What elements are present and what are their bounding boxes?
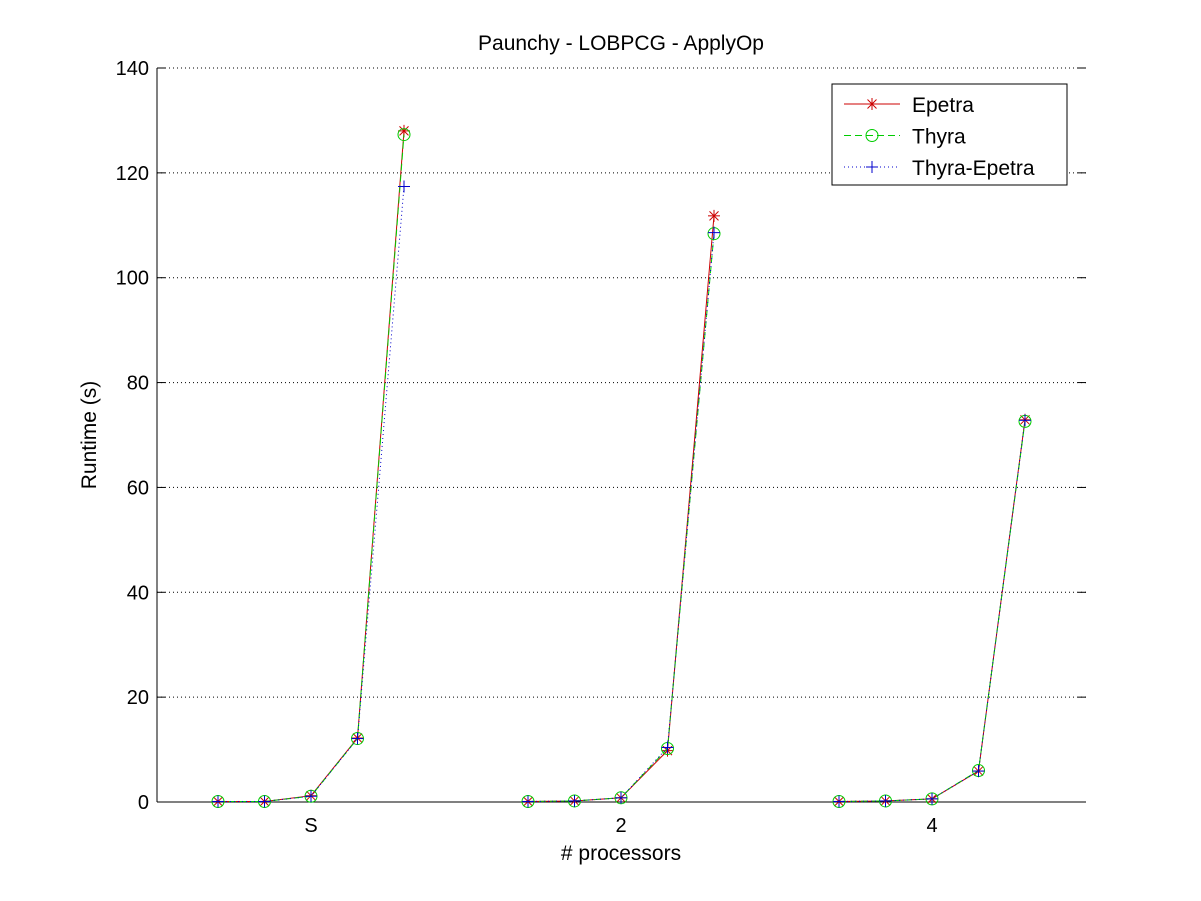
data-point xyxy=(972,765,985,778)
x-axis-title: # processors xyxy=(561,842,681,865)
legend-label: Thyra-Epetra xyxy=(912,157,1035,180)
data-point xyxy=(398,180,410,193)
data-point xyxy=(305,790,317,803)
series-thyra-epetra xyxy=(212,180,1031,808)
y-tick-label: 120 xyxy=(116,163,149,185)
data-point xyxy=(212,795,224,808)
legend-marker xyxy=(866,98,878,110)
data-point xyxy=(397,128,411,142)
series-epetra xyxy=(212,124,1031,808)
data-point xyxy=(926,792,938,805)
data-point xyxy=(351,732,364,745)
y-tick-label: 20 xyxy=(127,687,149,709)
y-tick-label: 40 xyxy=(127,582,149,604)
legend-label: Thyra xyxy=(912,126,966,149)
y-tick-label: 100 xyxy=(116,268,149,290)
legend-marker-shape xyxy=(865,129,879,142)
series-thyra xyxy=(211,128,1032,808)
grid xyxy=(157,67,1086,698)
y-tick-label: 140 xyxy=(116,58,149,80)
chart-title: Paunchy - LOBPCG - ApplyOp xyxy=(478,32,764,55)
series-line xyxy=(838,419,1026,802)
y-tick-label: 60 xyxy=(127,477,149,499)
data-point xyxy=(833,795,845,808)
y-axis: 0 20 40 60 80 100 120 140 xyxy=(116,58,1086,814)
legend-box xyxy=(831,83,1068,186)
legend-marker xyxy=(866,161,878,173)
series-line xyxy=(527,215,715,802)
data-point xyxy=(708,226,720,239)
x-tick-label: 2 xyxy=(615,815,626,837)
data-point xyxy=(879,794,892,807)
data-point xyxy=(661,741,674,754)
y-axis-title: Runtime (s) xyxy=(78,381,101,490)
series-line xyxy=(838,420,1026,802)
series-line xyxy=(838,421,1026,802)
data-point xyxy=(522,795,534,808)
data-point xyxy=(568,794,581,807)
data-point-shape xyxy=(397,128,411,142)
series-line xyxy=(218,186,405,802)
legend-label: Epetra xyxy=(912,94,974,117)
series-line xyxy=(218,134,405,802)
data-point xyxy=(1019,414,1031,427)
legend: Epetra Thyra Thyra-Epetra xyxy=(831,83,1068,186)
legend-marker-d2 xyxy=(867,99,877,109)
data-point xyxy=(708,209,720,222)
series-line xyxy=(527,232,715,802)
data-point xyxy=(258,795,271,808)
data-point xyxy=(615,791,627,804)
series-line xyxy=(527,233,715,802)
x-tick-label: S xyxy=(304,815,317,837)
series-layer xyxy=(211,124,1032,808)
data-point-d2 xyxy=(709,210,719,221)
y-tick-label: 0 xyxy=(138,792,149,814)
series-line xyxy=(218,130,405,802)
x-tick-label: 4 xyxy=(926,815,937,837)
legend-marker xyxy=(865,129,879,142)
data-point-d2 xyxy=(399,126,409,136)
y-tick-label: 80 xyxy=(127,373,149,395)
